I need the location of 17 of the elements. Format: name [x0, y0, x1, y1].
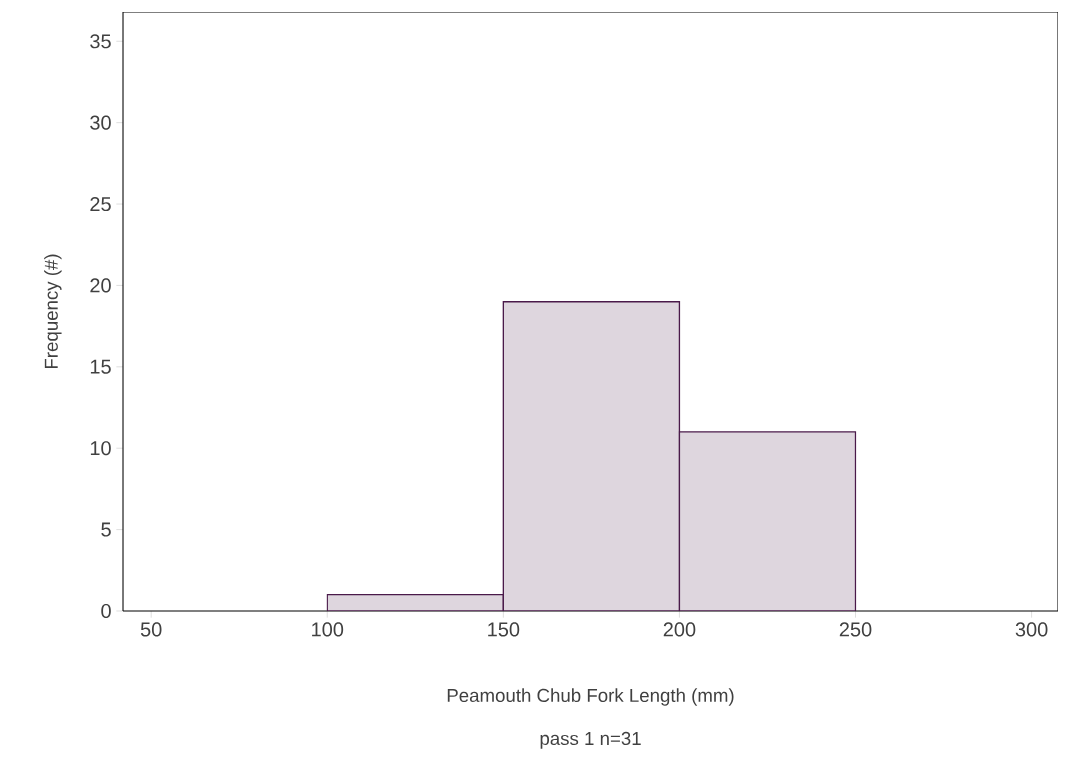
x-tick-label: 50: [140, 622, 162, 637]
y-tick-label: 5: [101, 522, 111, 537]
x-tick-label: 100: [312, 622, 344, 637]
y-axis-title: Frequency (#): [44, 254, 62, 369]
x-tick-label: 150: [488, 622, 520, 637]
text: pass 1 n=31: [540, 731, 641, 749]
x-tick-label: 200: [663, 622, 696, 637]
y-tick-label: 0: [101, 603, 111, 619]
x-tick-label: 250: [839, 622, 872, 637]
y-tick-label: 10: [90, 441, 111, 456]
y-tick-label: 25: [90, 196, 111, 212]
y-tick-label: 20: [90, 278, 111, 293]
x-axis-title: Peamouth Chub Fork Length (mm): [447, 688, 734, 706]
y-tick-label: 30: [90, 115, 111, 130]
y-tick-label: 35: [90, 34, 111, 49]
y-tick-label: 15: [90, 359, 111, 374]
x-tick-label: 300: [1015, 622, 1048, 637]
